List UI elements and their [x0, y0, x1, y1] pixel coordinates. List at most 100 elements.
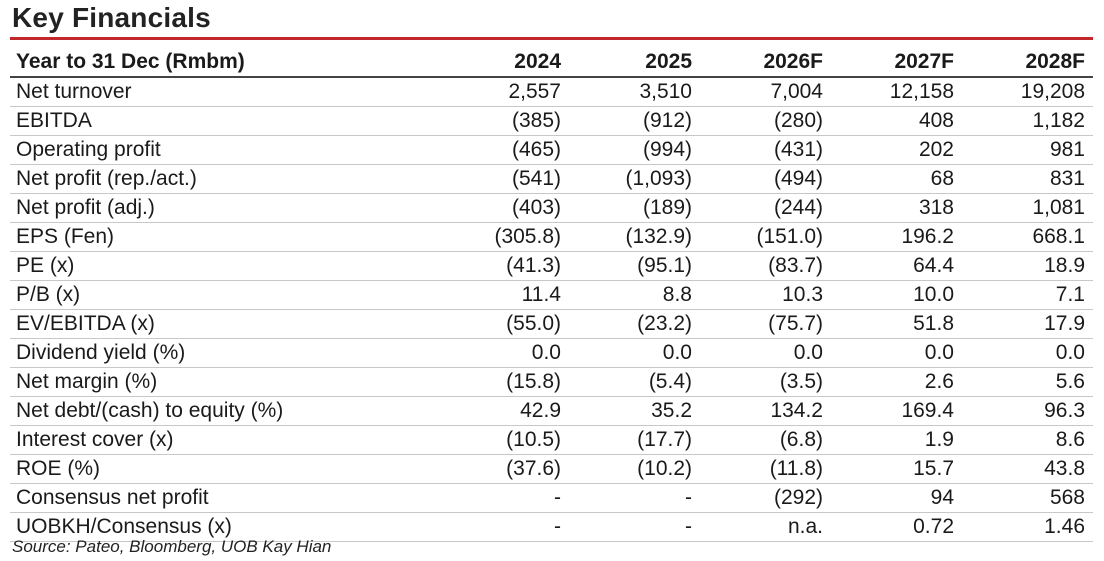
row-value: (3.5) — [700, 367, 831, 397]
row-value: 19,208 — [962, 77, 1093, 107]
table-row: Net debt/(cash) to equity (%) 42.9 35.2 134… — [10, 396, 1093, 426]
row-value: 15.7 — [831, 454, 962, 484]
header-year: 2026F — [700, 48, 831, 78]
row-label: Dividend yield (%) — [10, 338, 457, 368]
row-label: EBITDA — [10, 106, 457, 136]
row-value: 3,510 — [569, 77, 700, 107]
row-value: (994) — [569, 135, 700, 165]
row-value: 42.9 — [457, 396, 569, 426]
row-label: Net profit (adj.) — [10, 193, 457, 223]
table-row: Operating profit (465) (994) (431) 202 981 — [10, 135, 1093, 165]
row-value: 0.0 — [457, 338, 569, 368]
row-value: 0.0 — [569, 338, 700, 368]
row-value: 17.9 — [962, 309, 1093, 339]
row-value: 7.1 — [962, 280, 1093, 310]
table-row: PE (x) (41.3) (95.1) (83.7) 64.4 18.9 — [10, 251, 1093, 281]
row-label: P/B (x) — [10, 280, 457, 310]
row-value: 0.0 — [962, 338, 1093, 368]
row-value: 318 — [831, 193, 962, 223]
row-value: 408 — [831, 106, 962, 136]
row-value: (5.4) — [569, 367, 700, 397]
row-value: - — [457, 512, 569, 542]
row-label: Consensus net profit — [10, 483, 457, 513]
row-label: Interest cover (x) — [10, 425, 457, 455]
header-year: 2025 — [569, 48, 700, 78]
row-label: Operating profit — [10, 135, 457, 165]
row-value: 8.8 — [569, 280, 700, 310]
row-value: 1,182 — [962, 106, 1093, 136]
row-label: Net margin (%) — [10, 367, 457, 397]
row-value: (6.8) — [700, 425, 831, 455]
row-value: 51.8 — [831, 309, 962, 339]
row-value: 568 — [962, 483, 1093, 513]
row-value: 10.0 — [831, 280, 962, 310]
table-row: Net profit (adj.) (403) (189) (244) 318 1,081 — [10, 193, 1093, 223]
row-label: Net debt/(cash) to equity (%) — [10, 396, 457, 426]
row-value: (912) — [569, 106, 700, 136]
row-value: - — [569, 512, 700, 542]
row-value: (10.5) — [457, 425, 569, 455]
row-value: 668.1 — [962, 222, 1093, 252]
row-value: (23.2) — [569, 309, 700, 339]
row-value: - — [457, 483, 569, 513]
table-row: Interest cover (x) (10.5) (17.7) (6.8) 1.9 8.… — [10, 425, 1093, 455]
row-label: UOBKH/Consensus (x) — [10, 512, 457, 542]
row-value: (151.0) — [700, 222, 831, 252]
row-value: 134.2 — [700, 396, 831, 426]
row-value: (494) — [700, 164, 831, 194]
row-value: 8.6 — [962, 425, 1093, 455]
row-value: 43.8 — [962, 454, 1093, 484]
row-value: (75.7) — [700, 309, 831, 339]
row-value: 169.4 — [831, 396, 962, 426]
row-value: n.a. — [700, 512, 831, 542]
row-value: 2.6 — [831, 367, 962, 397]
row-value: 11.4 — [457, 280, 569, 310]
row-value: (431) — [700, 135, 831, 165]
table-row: EBITDA (385) (912) (280) 408 1,182 — [10, 106, 1093, 136]
row-value: (244) — [700, 193, 831, 223]
row-value: (10.2) — [569, 454, 700, 484]
row-value: 35.2 — [569, 396, 700, 426]
row-value: 2,557 — [457, 77, 569, 107]
row-value: 96.3 — [962, 396, 1093, 426]
table-row: Net margin (%) (15.8) (5.4) (3.5) 2.6 5.6 — [10, 367, 1093, 397]
header-row: Year to 31 Dec (Rmbm) 2024 2025 2026F 20… — [10, 48, 1093, 78]
row-value: 981 — [962, 135, 1093, 165]
table-row: Dividend yield (%) 0.0 0.0 0.0 0.0 0.0 — [10, 338, 1093, 368]
row-label: PE (x) — [10, 251, 457, 281]
row-value: 831 — [962, 164, 1093, 194]
row-value: 1.9 — [831, 425, 962, 455]
key-financials-table: Year to 31 Dec (Rmbm) 2024 2025 2026F 20… — [10, 48, 1093, 542]
row-value: 18.9 — [962, 251, 1093, 281]
row-value: (280) — [700, 106, 831, 136]
row-value: (465) — [457, 135, 569, 165]
table-row: P/B (x) 11.4 8.8 10.3 10.0 7.1 — [10, 280, 1093, 310]
row-value: 0.0 — [831, 338, 962, 368]
row-value: 10.3 — [700, 280, 831, 310]
row-value: 5.6 — [962, 367, 1093, 397]
row-value: (403) — [457, 193, 569, 223]
row-value: 68 — [831, 164, 962, 194]
row-value: 1.46 — [962, 512, 1093, 542]
title-divider — [10, 37, 1093, 40]
row-label: EV/EBITDA (x) — [10, 309, 457, 339]
row-value: (385) — [457, 106, 569, 136]
row-value: 12,158 — [831, 77, 962, 107]
table-row: EV/EBITDA (x) (55.0) (23.2) (75.7) 51.8 17.9 — [10, 309, 1093, 339]
header-year: 2027F — [831, 48, 962, 78]
row-value: (83.7) — [700, 251, 831, 281]
row-value: (305.8) — [457, 222, 569, 252]
row-value: 64.4 — [831, 251, 962, 281]
row-value: (95.1) — [569, 251, 700, 281]
row-value: 196.2 — [831, 222, 962, 252]
header-year: 2028F — [962, 48, 1093, 78]
row-label: EPS (Fen) — [10, 222, 457, 252]
row-value: (541) — [457, 164, 569, 194]
row-value: (15.8) — [457, 367, 569, 397]
row-value: (292) — [700, 483, 831, 513]
row-value: (17.7) — [569, 425, 700, 455]
table-row: ROE (%) (37.6) (10.2) (11.8) 15.7 43.8 — [10, 454, 1093, 484]
row-value: (55.0) — [457, 309, 569, 339]
page-title: Key Financials — [12, 2, 211, 33]
header-label: Year to 31 Dec (Rmbm) — [10, 48, 457, 78]
